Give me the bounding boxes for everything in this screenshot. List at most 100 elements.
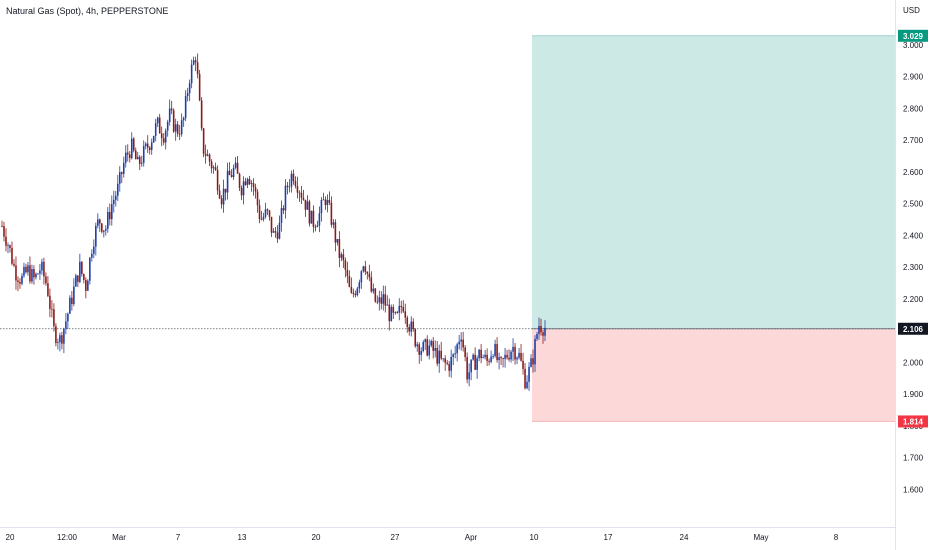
- candle-body: [130, 138, 133, 159]
- y-tick-label: 1.700: [903, 454, 924, 463]
- candle-body: [442, 358, 444, 360]
- candle-body: [318, 213, 321, 226]
- candle-body: [368, 273, 371, 278]
- candle-body: [476, 358, 478, 370]
- candle-body: [200, 100, 203, 129]
- candle-body: [268, 210, 271, 217]
- candle-body: [212, 167, 215, 169]
- candle-body: [69, 297, 71, 314]
- candle-body: [534, 338, 536, 365]
- candle-body: [114, 195, 117, 200]
- candle-body: [402, 307, 405, 312]
- candle-body: [494, 343, 496, 357]
- candle-body: [140, 162, 143, 164]
- candle-body: [71, 297, 73, 305]
- candle-body: [17, 280, 19, 283]
- candle-body: [340, 254, 343, 258]
- x-tick-label: 7: [176, 533, 181, 542]
- candle-body: [528, 366, 530, 382]
- candle-body: [338, 239, 341, 258]
- candle-body: [400, 305, 403, 308]
- candle-body: [75, 275, 77, 287]
- currency-label: USD: [903, 6, 920, 15]
- candle-body: [162, 138, 165, 143]
- target-price-badge: 3.029: [903, 32, 924, 41]
- current-price-badge: 2.106: [903, 325, 924, 334]
- candle-body: [91, 253, 93, 258]
- candle-body: [508, 357, 510, 360]
- x-tick-label: 27: [391, 533, 400, 542]
- candle-body: [306, 201, 309, 210]
- candle-body: [392, 306, 395, 313]
- candle-body: [456, 344, 458, 354]
- candle-body: [112, 199, 115, 205]
- candle-body: [3, 226, 5, 237]
- candle-body: [290, 173, 293, 187]
- loss-zone: [532, 328, 895, 422]
- candle-body: [304, 199, 307, 210]
- candle-body: [454, 353, 456, 355]
- candle-body: [7, 245, 9, 247]
- candle-body: [87, 280, 89, 291]
- candle-body: [544, 327, 546, 336]
- candle-body: [532, 358, 534, 365]
- candle-body: [134, 150, 137, 160]
- candle-body: [144, 143, 147, 147]
- chart-title: Natural Gas (Spot), 4h, PEPPERSTONE: [6, 6, 169, 16]
- candle-body: [536, 334, 538, 339]
- candle-body: [424, 339, 427, 343]
- candle-body: [350, 286, 353, 293]
- candle-body: [538, 325, 540, 335]
- candle-body: [47, 283, 49, 296]
- candle-body: [89, 257, 91, 281]
- candle-body: [136, 156, 139, 160]
- candle-body: [220, 198, 223, 205]
- candle-body: [344, 260, 347, 270]
- candle-body: [502, 358, 504, 360]
- candle-body: [296, 186, 299, 193]
- candle-body: [526, 381, 528, 389]
- candle-body: [124, 152, 127, 163]
- candle-body: [496, 343, 498, 361]
- candle-body: [178, 133, 181, 135]
- candle-body: [398, 305, 401, 313]
- candle-body: [468, 372, 470, 380]
- candle-body: [436, 348, 438, 364]
- candle-body: [180, 120, 183, 135]
- candle-body: [512, 346, 514, 352]
- candle-body: [466, 357, 468, 380]
- candle-body: [31, 269, 33, 282]
- candle-body: [190, 64, 193, 84]
- candle-body: [158, 117, 161, 134]
- y-tick-label: 2.200: [903, 295, 924, 304]
- candle-body: [394, 312, 397, 313]
- candle-body: [510, 351, 512, 360]
- candle-body: [326, 199, 329, 206]
- candle-body: [15, 265, 17, 281]
- candle-body: [274, 231, 277, 233]
- candle-body: [126, 152, 129, 155]
- candle-body: [210, 161, 213, 169]
- x-tick-label: 10: [530, 533, 539, 542]
- candle-body: [234, 162, 237, 168]
- y-tick-label: 3.000: [903, 41, 924, 50]
- candle-body: [138, 156, 141, 164]
- candle-body: [230, 175, 233, 178]
- candle-body: [488, 360, 490, 362]
- x-tick-label: 13: [238, 533, 247, 542]
- candle-body: [292, 173, 295, 182]
- stop-price-badge-bg: [898, 415, 928, 428]
- candle-body: [364, 266, 367, 272]
- candle-body: [362, 266, 365, 272]
- candle-body: [222, 188, 225, 205]
- candle-body: [410, 321, 413, 332]
- candle-body: [37, 273, 39, 275]
- x-tick-label: 8: [834, 533, 839, 542]
- candle-body: [99, 219, 101, 224]
- candle-body: [21, 275, 23, 284]
- profit-zone: [532, 35, 895, 329]
- candle-body: [103, 230, 105, 232]
- candle-body: [122, 162, 125, 174]
- candle-body: [430, 341, 433, 346]
